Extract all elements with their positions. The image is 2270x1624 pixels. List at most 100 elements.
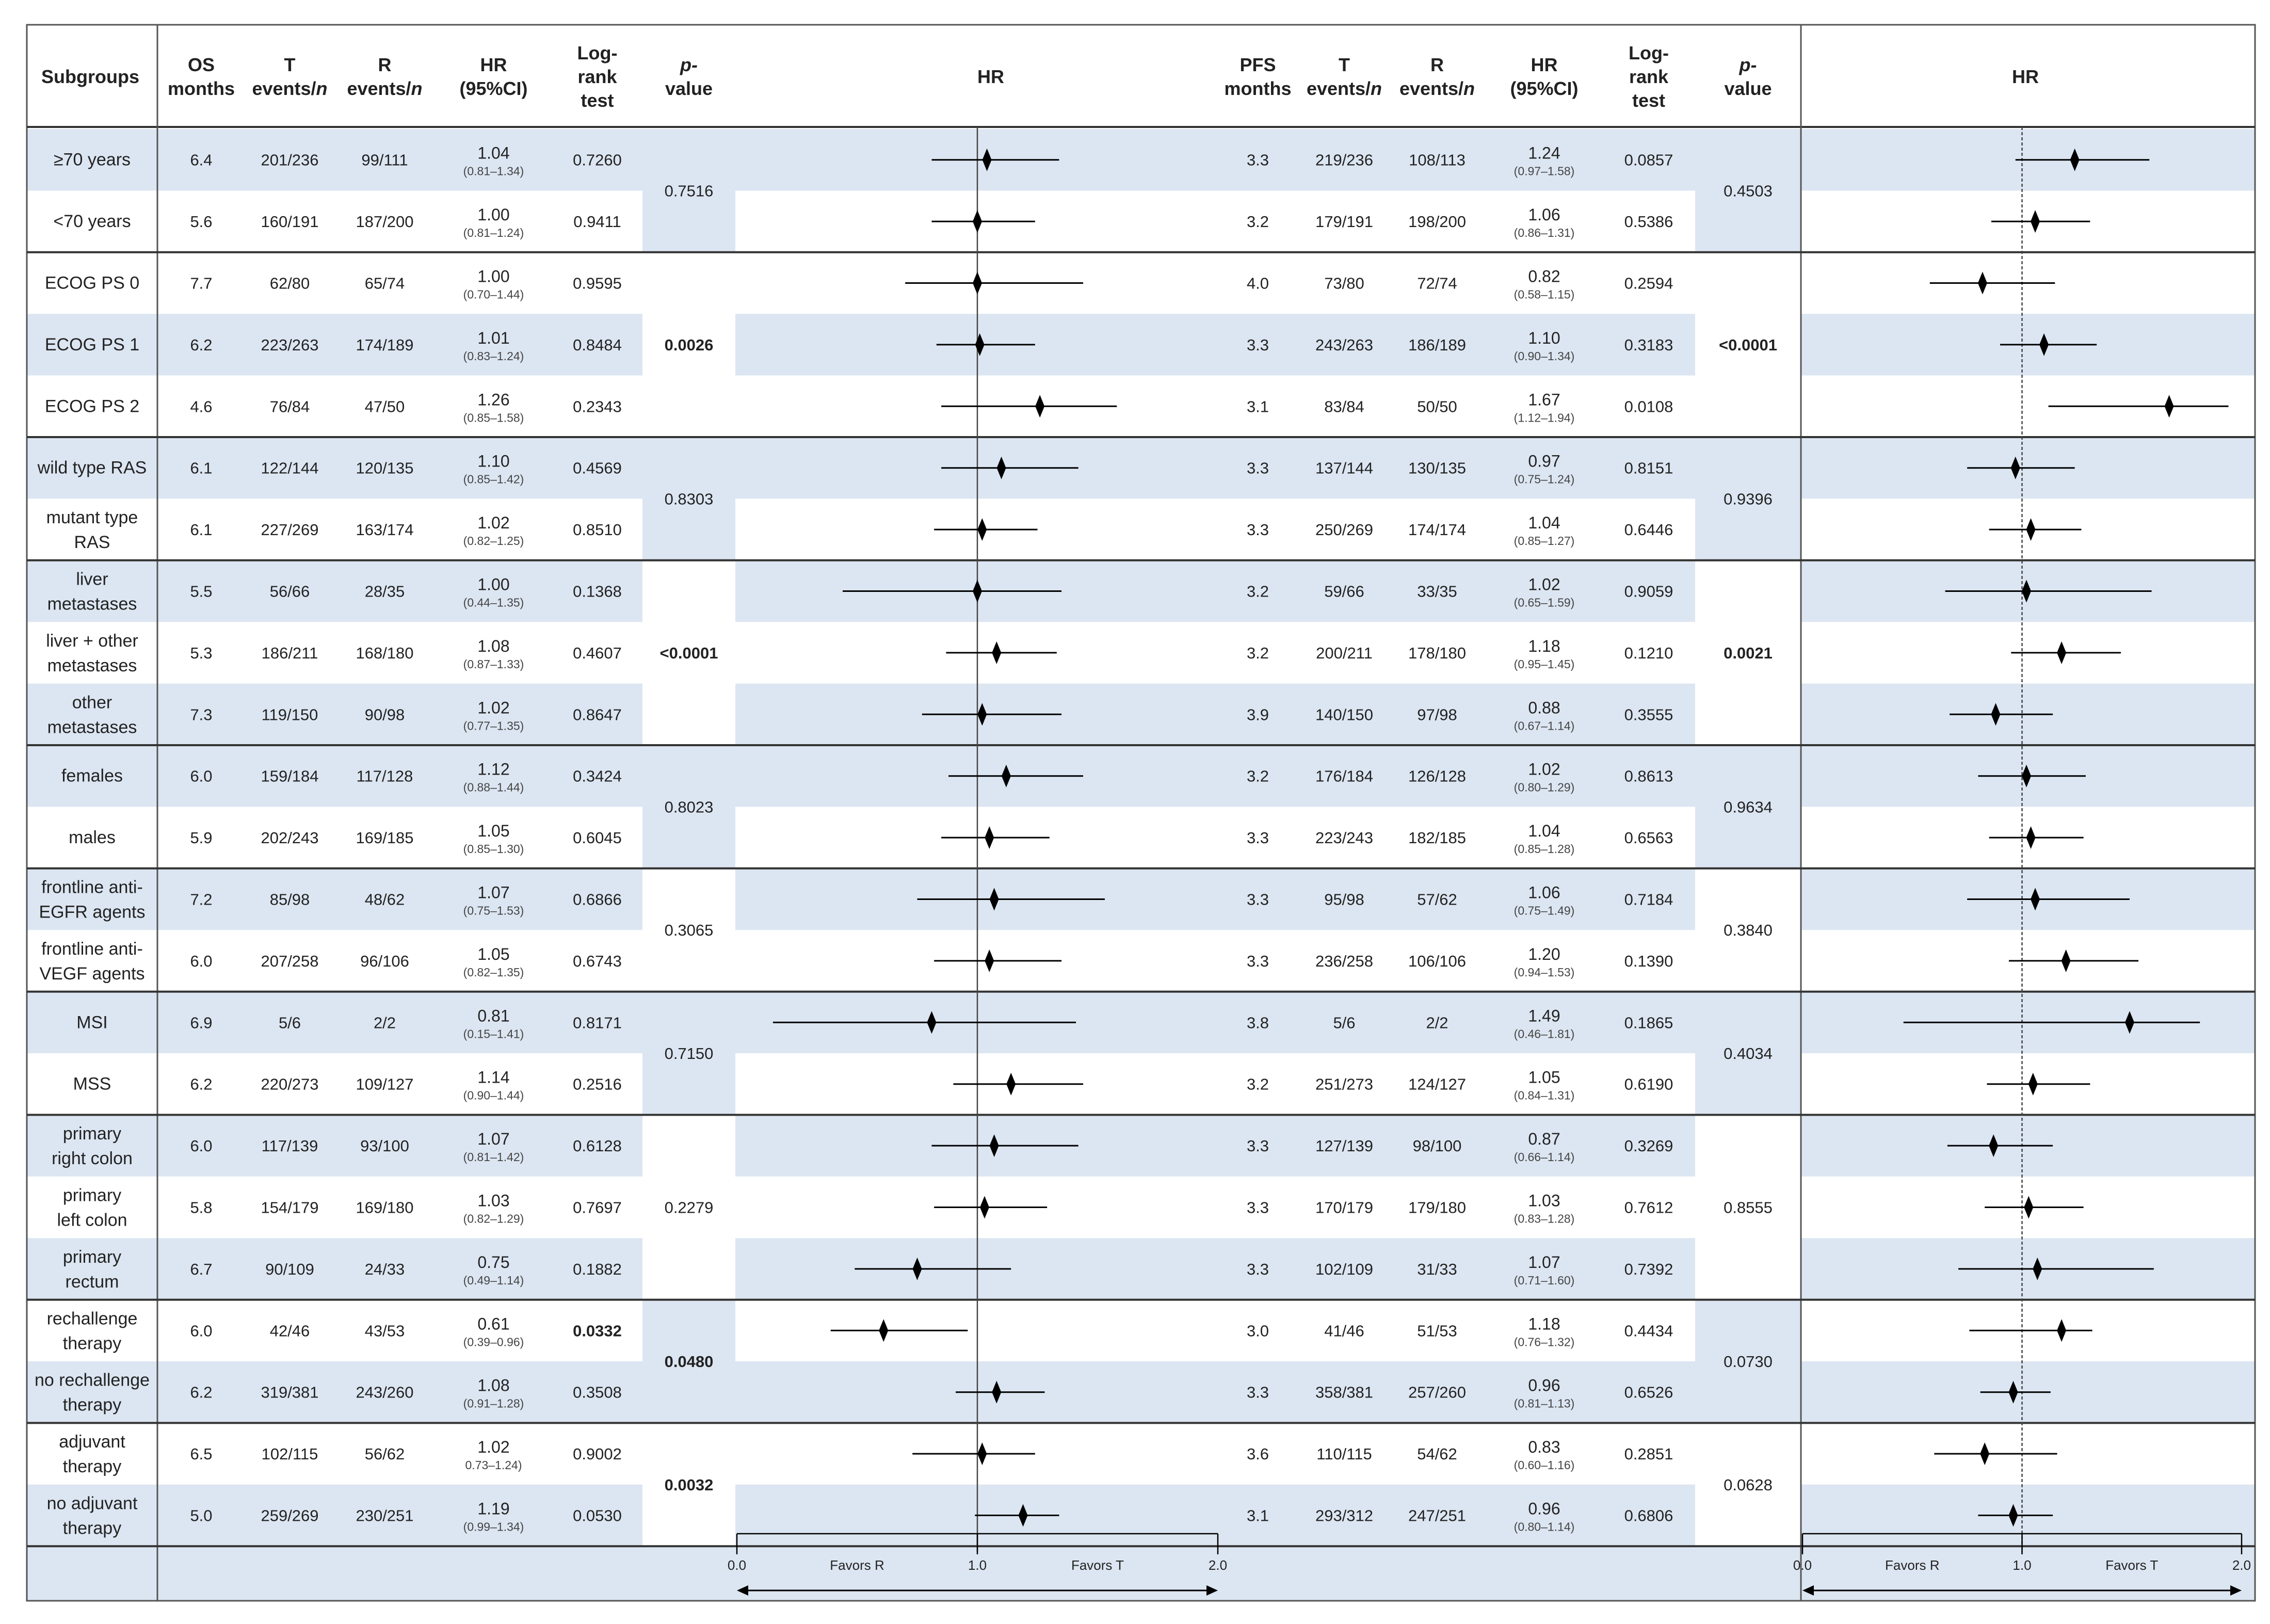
- header-pfs-hr-ci: HR: [1531, 54, 1558, 75]
- header-pfs-r-events: events/n: [1399, 78, 1475, 99]
- row-bands: [27, 129, 2255, 1601]
- os-r-events-cell: 168/180: [356, 644, 413, 662]
- pfs-ci-cell: (0.85–1.27): [1514, 534, 1575, 548]
- header-hr-ci: HR: [480, 54, 507, 75]
- pfs-r-events-cell: 178/180: [1408, 644, 1466, 662]
- os-t-events-cell: 62/80: [270, 275, 310, 293]
- os-ci-cell: (0.70–1.44): [463, 288, 524, 301]
- pvalue-band: [1695, 991, 1801, 1115]
- pfs-hr-cell: 0.87: [1528, 1130, 1560, 1148]
- pfs-months-cell: 3.2: [1247, 767, 1269, 785]
- os-months-cell: 6.2: [190, 1384, 212, 1402]
- os-logrank-cell: 0.9595: [573, 275, 622, 293]
- pfs-t-events-cell: 251/273: [1315, 1075, 1373, 1094]
- pfs-arrow-right: [2230, 1585, 2242, 1596]
- os-logrank-cell: 0.1882: [573, 1260, 622, 1278]
- os-months-cell: 7.3: [190, 705, 212, 723]
- header-r-events: events/n: [347, 78, 422, 99]
- os-hr-point: [979, 1196, 989, 1219]
- os-r-events-cell: 117/128: [357, 767, 413, 785]
- pfs-pvalue-cell: 0.0730: [1724, 1353, 1773, 1371]
- pfs-r-events-cell: 72/74: [1417, 275, 1457, 293]
- subgroup-label: MSI: [76, 1012, 107, 1032]
- pfs-hr-cell: 0.96: [1528, 1376, 1560, 1395]
- os-logrank-cell: 0.7697: [573, 1199, 622, 1217]
- pfs-tick-label: 0.0: [1793, 1557, 1812, 1573]
- subgroup-label: EGFR agents: [39, 903, 146, 922]
- os-tick-label: 2.0: [1209, 1557, 1227, 1573]
- pfs-r-events-cell: 198/200: [1408, 213, 1466, 231]
- pfs-logrank-cell: 0.4434: [1624, 1322, 1673, 1340]
- pfs-logrank-cell: 0.0108: [1624, 397, 1673, 415]
- pfs-t-events-cell: 179/191: [1315, 213, 1373, 231]
- os-pvalue-cell: 0.3065: [665, 921, 714, 939]
- os-r-events-cell: 99/111: [361, 151, 408, 169]
- os-months-cell: 6.0: [190, 1322, 212, 1340]
- pfs-r-events-cell: 54/62: [1417, 1445, 1457, 1463]
- os-r-events-cell: 243/260: [356, 1384, 413, 1402]
- pfs-months-cell: 3.2: [1247, 213, 1269, 231]
- row-band: [27, 560, 642, 622]
- pfs-r-events-cell: 50/50: [1417, 397, 1457, 415]
- os-months-cell: 6.2: [190, 336, 212, 354]
- os-ci-cell: (0.75–1.53): [463, 904, 524, 918]
- os-hr-cell: 1.12: [477, 760, 509, 779]
- header-pfs-t-events: events/n: [1307, 78, 1382, 99]
- header-logrank: rank: [577, 66, 617, 87]
- subgroup-label: RAS: [74, 533, 110, 552]
- header-pfs-pvalue: p-: [1739, 54, 1757, 75]
- pfs-months-cell: 3.3: [1247, 151, 1269, 169]
- pfs-hr-point: [2057, 641, 2067, 664]
- pfs-r-events-cell: 2/2: [1426, 1014, 1448, 1032]
- os-months-cell: 5.9: [190, 829, 212, 847]
- os-ci-cell: (0.83–1.24): [463, 349, 524, 363]
- pfs-hr-point: [1991, 703, 2001, 726]
- pfs-ci-cell: (0.84–1.31): [1514, 1089, 1575, 1102]
- os-months-cell: 6.0: [190, 767, 212, 785]
- pfs-pvalue-cell: <0.0001: [1719, 336, 1777, 354]
- os-r-events-cell: 109/127: [356, 1075, 413, 1094]
- os-hr-cell: 1.02: [477, 1438, 509, 1456]
- os-t-events-cell: 85/98: [270, 891, 310, 909]
- pfs-pvalue-cell: 0.3840: [1724, 921, 1773, 939]
- os-hr-point: [985, 949, 994, 972]
- os-months-cell: 6.4: [190, 151, 212, 169]
- pfs-months-cell: 3.3: [1247, 1384, 1269, 1402]
- os-months-cell: 7.2: [190, 891, 212, 909]
- header-pfs-logrank: test: [1632, 90, 1665, 111]
- pfs-ci-cell: (0.80–1.29): [1514, 781, 1575, 794]
- pfs-r-events-cell: 257/260: [1408, 1384, 1466, 1402]
- os-t-events-cell: 207/258: [261, 952, 318, 970]
- pfs-logrank-cell: 0.3555: [1624, 705, 1673, 723]
- pfs-t-events-cell: 243/263: [1315, 336, 1373, 354]
- pfs-logrank-cell: 0.8613: [1624, 767, 1673, 785]
- pvalue-band: [1695, 745, 1801, 869]
- pfs-ci-cell: (0.90–1.34): [1514, 349, 1575, 363]
- header-pfs-logrank: rank: [1629, 66, 1669, 87]
- header-pfs-pvalue: value: [1724, 78, 1772, 99]
- os-logrank-cell: 0.8484: [573, 336, 622, 354]
- os-hr-point: [879, 1319, 889, 1342]
- header-pvalue: value: [665, 78, 713, 99]
- os-r-events-cell: 90/98: [365, 705, 405, 723]
- row-band: [27, 991, 642, 1053]
- os-ci-cell: (0.85–1.42): [463, 473, 524, 486]
- pfs-months-cell: 3.3: [1247, 1137, 1269, 1155]
- row-band: [735, 437, 1695, 499]
- os-months-cell: 7.7: [190, 275, 212, 293]
- pfs-t-events-cell: 73/80: [1324, 275, 1364, 293]
- row-band: [27, 437, 642, 499]
- pfs-t-events-cell: 83/84: [1324, 397, 1364, 415]
- pfs-months-cell: 3.3: [1247, 952, 1269, 970]
- pfs-t-events-cell: 358/381: [1315, 1384, 1373, 1402]
- pfs-months-cell: 3.6: [1247, 1445, 1269, 1463]
- table-body: ≥70 years 6.4 201/236 99/111 1.04 (0.81–1.34)…: [35, 144, 1777, 1538]
- os-r-events-cell: 96/106: [360, 952, 409, 970]
- pfs-favors-t: Favors T: [2105, 1557, 2158, 1573]
- pfs-pvalue-cell: 0.4034: [1724, 1044, 1773, 1063]
- pfs-pvalue-cell: 0.0628: [1724, 1476, 1773, 1494]
- subgroup-label: MSS: [73, 1074, 111, 1094]
- pfs-hr-cell: 1.03: [1528, 1192, 1560, 1210]
- header-pfs-months: months: [1225, 78, 1292, 99]
